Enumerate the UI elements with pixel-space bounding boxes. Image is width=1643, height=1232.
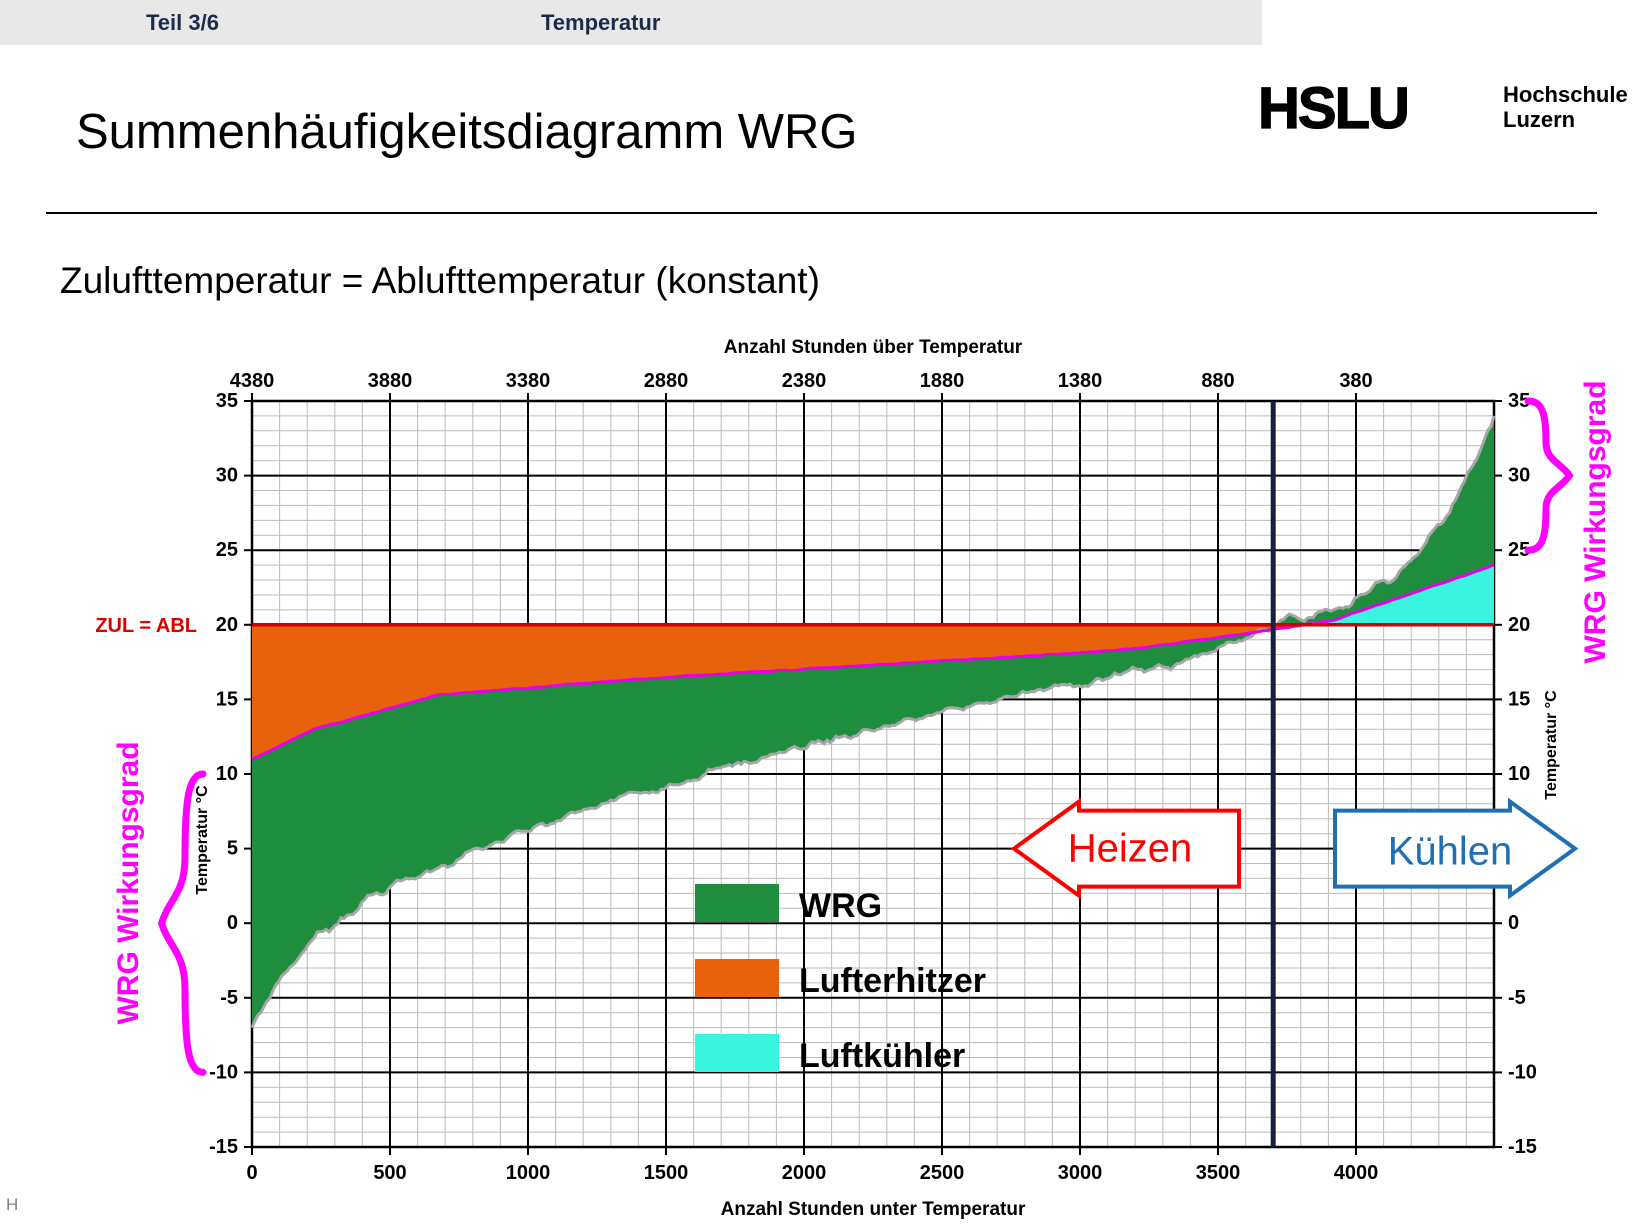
svg-text:20: 20 <box>1508 614 1530 636</box>
svg-text:1500: 1500 <box>644 1162 689 1184</box>
svg-text:500: 500 <box>373 1162 406 1184</box>
svg-text:2000: 2000 <box>782 1162 827 1184</box>
svg-text:Anzahl Stunden unter Temperatu: Anzahl Stunden unter Temperatur <box>721 1199 1026 1220</box>
svg-text:380: 380 <box>1339 370 1372 392</box>
svg-text:0: 0 <box>227 912 238 934</box>
svg-text:Temperatur °C: Temperatur °C <box>194 785 211 895</box>
svg-text:Temperatur °C: Temperatur °C <box>1543 690 1560 800</box>
svg-text:880: 880 <box>1201 370 1234 392</box>
svg-text:-10: -10 <box>1508 1061 1537 1083</box>
svg-text:4000: 4000 <box>1334 1162 1379 1184</box>
svg-text:ZUL = ABL: ZUL = ABL <box>95 615 197 637</box>
svg-text:Kühlen: Kühlen <box>1388 830 1513 874</box>
svg-text:WRG Wirkungsgrad: WRG Wirkungsgrad <box>112 741 145 1024</box>
svg-text:-5: -5 <box>1508 987 1526 1009</box>
svg-text:1380: 1380 <box>1058 370 1103 392</box>
svg-text:15: 15 <box>216 688 238 710</box>
svg-text:30: 30 <box>216 465 238 487</box>
svg-text:2380: 2380 <box>782 370 827 392</box>
svg-text:Heizen: Heizen <box>1068 827 1193 871</box>
svg-text:1880: 1880 <box>920 370 965 392</box>
svg-text:2500: 2500 <box>920 1162 965 1184</box>
svg-text:-15: -15 <box>1508 1136 1537 1158</box>
svg-text:WRG Wirkungsgrad: WRG Wirkungsgrad <box>1579 380 1612 663</box>
svg-text:Luftkühler: Luftkühler <box>799 1037 965 1075</box>
svg-text:3000: 3000 <box>1058 1162 1103 1184</box>
svg-text:WRG: WRG <box>799 887 882 925</box>
svg-text:35: 35 <box>216 390 238 412</box>
svg-text:0: 0 <box>246 1162 257 1184</box>
svg-text:10: 10 <box>1508 763 1530 785</box>
svg-text:-5: -5 <box>220 987 238 1009</box>
svg-text:30: 30 <box>1508 465 1530 487</box>
svg-text:1000: 1000 <box>506 1162 551 1184</box>
svg-text:3380: 3380 <box>506 370 551 392</box>
svg-text:Lufterhitzer: Lufterhitzer <box>799 962 986 1000</box>
svg-text:3880: 3880 <box>368 370 413 392</box>
svg-text:10: 10 <box>216 763 238 785</box>
svg-text:2880: 2880 <box>644 370 689 392</box>
svg-text:-15: -15 <box>209 1136 238 1158</box>
svg-text:20: 20 <box>216 614 238 636</box>
svg-text:4380: 4380 <box>230 370 275 392</box>
svg-text:15: 15 <box>1508 688 1530 710</box>
svg-text:Anzahl Stunden über Temperatur: Anzahl Stunden über Temperatur <box>724 337 1023 358</box>
svg-text:5: 5 <box>227 838 238 860</box>
svg-text:3500: 3500 <box>1196 1162 1241 1184</box>
svg-text:25: 25 <box>216 539 238 561</box>
svg-text:0: 0 <box>1508 912 1519 934</box>
svg-text:-10: -10 <box>209 1061 238 1083</box>
